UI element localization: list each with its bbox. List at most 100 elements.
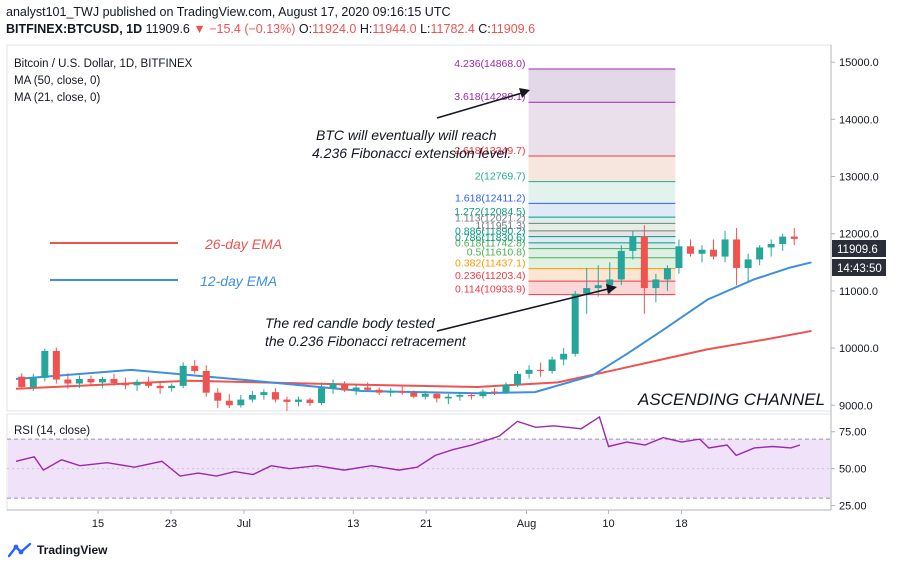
fib-level-label: 1.618(12411.2) — [455, 192, 525, 204]
fibonacci-extension: 0.114(10933.9) 0.236(11203.4)0.382(11437.… — [454, 58, 676, 296]
candle-body — [537, 369, 545, 371]
fib-zone — [528, 217, 676, 224]
close-label: C: — [478, 22, 491, 36]
close-value: 11909.6 — [490, 22, 536, 36]
candle-body — [571, 293, 579, 354]
candle-body — [64, 379, 72, 384]
candle-body — [444, 396, 452, 399]
candle-body — [341, 383, 349, 391]
fib-zone — [528, 102, 676, 156]
price-axis-label: 13000.0 — [839, 172, 879, 184]
fib-zone — [528, 236, 676, 243]
candle-body — [202, 370, 210, 393]
time-axis-label: 13 — [347, 518, 359, 530]
time-axis-label: Aug — [517, 518, 537, 530]
open-label: O: — [298, 22, 313, 36]
candle-body — [410, 392, 418, 397]
ema26-annotation: 26-day EMA — [204, 236, 282, 252]
candle-body — [87, 378, 95, 383]
candle-body — [318, 388, 326, 403]
candle-body — [225, 400, 233, 406]
fib-level-label: 2.618(13349.7) — [454, 145, 525, 157]
candle-body — [329, 383, 337, 389]
candle-body — [29, 377, 37, 387]
candle-body — [617, 250, 625, 280]
fib-note-line2: 4.236 Fibonacci extension level. — [312, 145, 511, 161]
tradingview-brand: TradingView — [37, 543, 108, 557]
low-value: 11782.4 — [430, 22, 475, 36]
candle-body — [583, 288, 591, 294]
price-pane[interactable] — [6, 44, 832, 412]
candle-body — [306, 399, 314, 403]
candle-body — [721, 239, 729, 257]
candle-body — [145, 381, 153, 386]
candle-body — [364, 387, 372, 390]
ma21-legend: MA (21, close, 0) — [14, 92, 100, 104]
price-axis-label: 11000.0 — [839, 286, 878, 298]
time-axis-label: 10 — [602, 518, 614, 530]
time-axis-label: Jul — [237, 518, 251, 530]
candle-body — [214, 392, 222, 401]
fib-note-line1: BTC will eventually will reach — [316, 127, 497, 143]
fib-zone — [528, 69, 676, 103]
candle-body — [260, 392, 268, 395]
candle-body — [133, 381, 141, 386]
fib-note-arrowhead — [519, 88, 530, 98]
fib-level-label: 0.5(11610.8) — [467, 247, 526, 259]
rsi-axis-label: 25.00 — [839, 501, 867, 513]
chart-legend-title: Bitcoin / U.S. Dollar, 1D, BITFINEX — [14, 58, 193, 70]
red-note-line1: The red candle body tested — [265, 315, 436, 331]
fib-zone — [528, 248, 676, 258]
candle-body — [283, 399, 291, 402]
candle-body — [479, 391, 487, 397]
price-axis-label: 12000.0 — [839, 229, 879, 241]
fib-zone — [528, 257, 676, 269]
symbol-line: BITFINEX:BTCUSD, 1D 11909.6 ▼ −15.4 (−0.… — [6, 21, 535, 38]
ema12-line — [15, 261, 812, 395]
ema12-annotation: 12-day EMA — [200, 273, 277, 289]
price-axis-label: 15000.0 — [839, 57, 879, 69]
candle-body — [168, 385, 176, 389]
candle-body — [375, 389, 383, 393]
fib-level-label: 0.382(11437.1) — [455, 258, 525, 270]
candle-body — [790, 236, 798, 239]
candle-body — [548, 359, 556, 371]
symbol: BITFINEX:BTCUSD, 1D — [6, 22, 143, 36]
candle-body — [663, 268, 671, 280]
candle-body — [237, 399, 245, 406]
candle-body — [490, 391, 498, 393]
candle-body — [41, 350, 49, 378]
candle-body — [652, 279, 660, 289]
candle-body — [271, 392, 279, 400]
fib-note-arrow — [436, 92, 523, 119]
rsi-axis-label: 50.00 — [839, 464, 867, 476]
candle-body — [387, 390, 395, 393]
candle-body — [98, 378, 106, 383]
tradingview-logo[interactable]: TradingView — [8, 542, 107, 558]
fib-zone — [528, 268, 676, 282]
candle-body — [18, 376, 26, 387]
time-axis-label: 21 — [420, 518, 432, 530]
red-note-arrow — [436, 288, 609, 332]
candle-body — [698, 249, 706, 254]
price-change: −15.4 (−0.13%) — [209, 22, 296, 36]
candle-body — [710, 249, 718, 257]
fib-level-label: 0.786(11830.6) — [455, 232, 525, 244]
fib-level-label: 0.236(11203.4) — [455, 270, 525, 282]
high-value: 11944.0 — [372, 22, 417, 36]
down-arrow-icon: ▼ — [193, 22, 206, 36]
candle-body — [733, 239, 741, 269]
candle-body — [248, 394, 256, 400]
tradingview-logo-icon — [8, 542, 32, 558]
candle-body — [421, 393, 429, 397]
fib-zone — [528, 223, 676, 231]
candle-body — [352, 387, 360, 391]
fib-level-label: 1(11951.3) — [475, 220, 525, 232]
candle-body — [675, 246, 683, 269]
candle-body — [779, 236, 787, 245]
fib-level-label: 0.618(11742.8) — [455, 238, 525, 250]
candle-body — [756, 247, 764, 260]
candle-body — [75, 378, 83, 384]
candle-body — [744, 259, 752, 269]
